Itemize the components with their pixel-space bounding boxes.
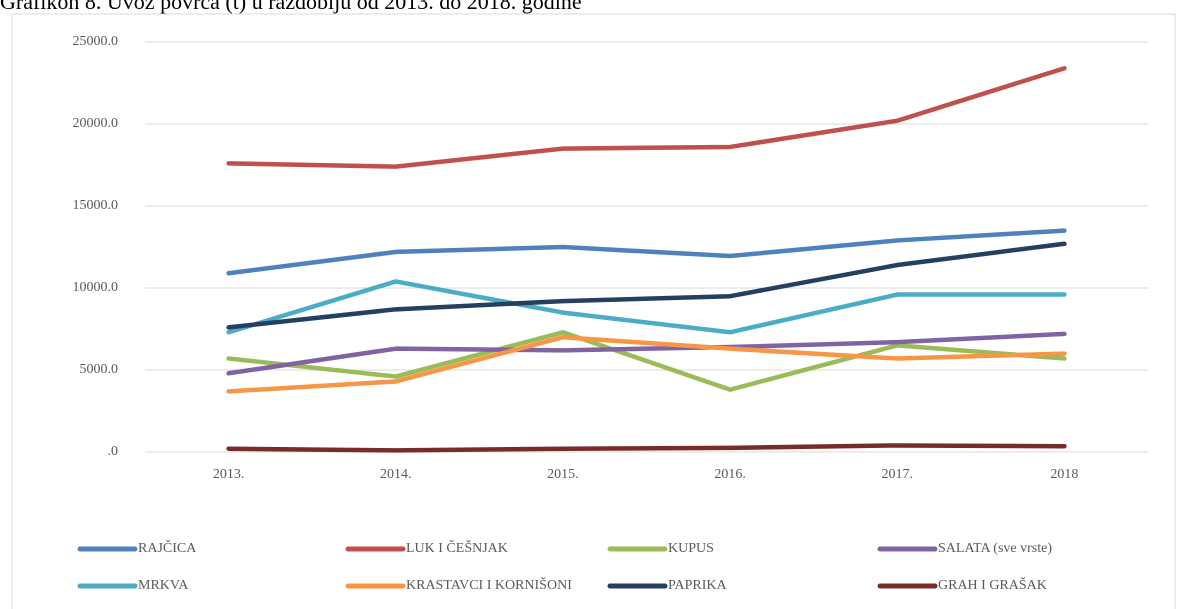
x-tick-label: 2013.: [213, 467, 245, 482]
y-tick-label: .0: [108, 444, 119, 459]
series-line: [226, 334, 1067, 394]
legend-label: PAPRIKA: [668, 578, 728, 593]
series-line: [226, 331, 1067, 376]
y-tick-label: 20000.0: [73, 116, 119, 131]
chart-frame: [11, 13, 1176, 609]
x-tick-label: 2014.: [380, 467, 412, 482]
legend-label: RAJČICA: [138, 539, 197, 556]
series-line: [226, 330, 1067, 392]
y-tick-label: 10000.0: [73, 280, 119, 295]
series-line: [226, 443, 1067, 453]
x-tick-label: 2018: [1050, 467, 1078, 482]
x-tick-label: 2015.: [547, 467, 579, 482]
y-tick-label: 25000.0: [73, 34, 119, 49]
y-tick-label: 15000.0: [73, 198, 119, 213]
legend-label: GRAH I GRAŠAK: [938, 576, 1047, 593]
legend-label: SALATA (sve vrste): [938, 541, 1052, 556]
x-tick-label: 2017.: [882, 467, 914, 482]
legend-label: LUK I ČEŠNJAK: [406, 539, 508, 556]
legend-label: KUPUS: [668, 541, 714, 556]
series-line: [226, 241, 1067, 330]
x-tick-label: 2016.: [714, 467, 746, 482]
legend-label: MRKVA: [138, 578, 189, 593]
y-tick-label: 5000.0: [80, 362, 119, 377]
series-line: [226, 279, 1067, 335]
series-line: [226, 228, 1067, 276]
chart-title: Grafikon 8. Uvoz povrća (t) u razdoblju …: [0, 0, 582, 14]
legend-label: KRASTAVCI I KORNIŠONI: [406, 576, 572, 593]
series-line: [226, 65, 1067, 169]
